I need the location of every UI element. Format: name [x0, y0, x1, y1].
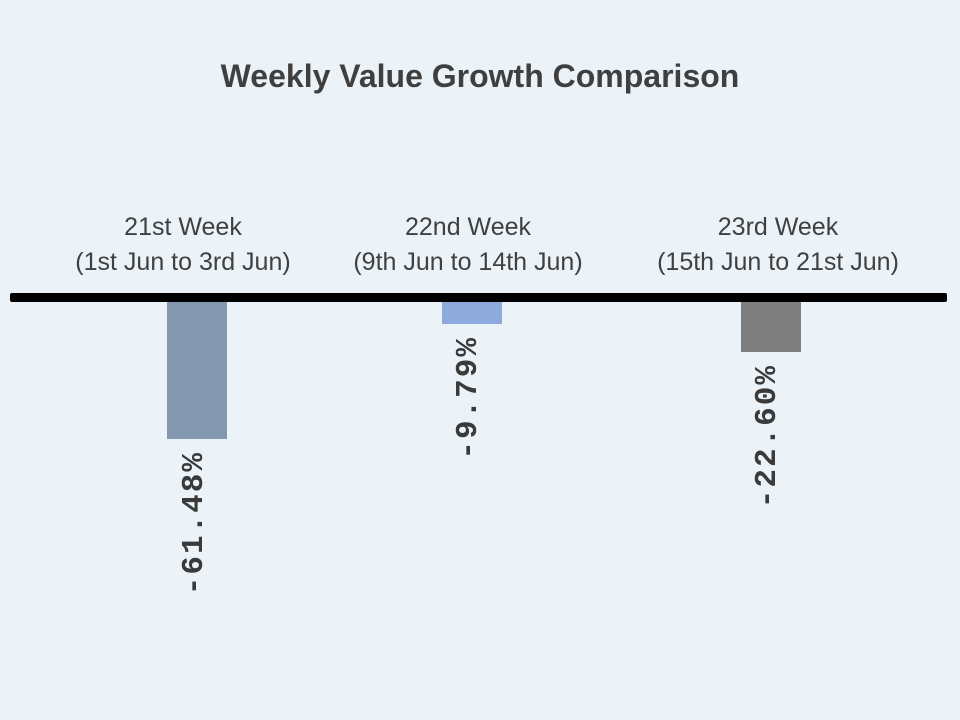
category-label-line1: 22nd Week	[404, 213, 531, 241]
bar-week21	[167, 302, 227, 439]
category-label-week21: 21st Week (1st Jun to 3rd Jun)	[23, 210, 343, 280]
category-label-line1: 23rd Week	[717, 213, 839, 241]
bar-value-label-week21: -61.48%	[177, 451, 212, 596]
bar-week23	[741, 302, 801, 352]
category-label-line2: (1st Jun to 3rd Jun)	[75, 248, 291, 276]
category-label-line2: (15th Jun to 21st Jun)	[657, 248, 899, 276]
bar-value-label-week23: -22.60%	[750, 364, 785, 509]
bar-value-label-week22: -9.79%	[451, 336, 486, 460]
bar-week22	[442, 302, 502, 324]
category-label-line1: 21st Week	[124, 213, 242, 241]
category-label-week22: 22nd Week (9th Jun to 14th Jun)	[308, 210, 628, 280]
chart-title: Weekly Value Growth Comparison	[220, 58, 740, 94]
axis-baseline	[10, 293, 947, 302]
category-label-line2: (9th Jun to 14th Jun)	[353, 248, 583, 276]
category-label-week23: 23rd Week (15th Jun to 21st Jun)	[618, 210, 938, 280]
